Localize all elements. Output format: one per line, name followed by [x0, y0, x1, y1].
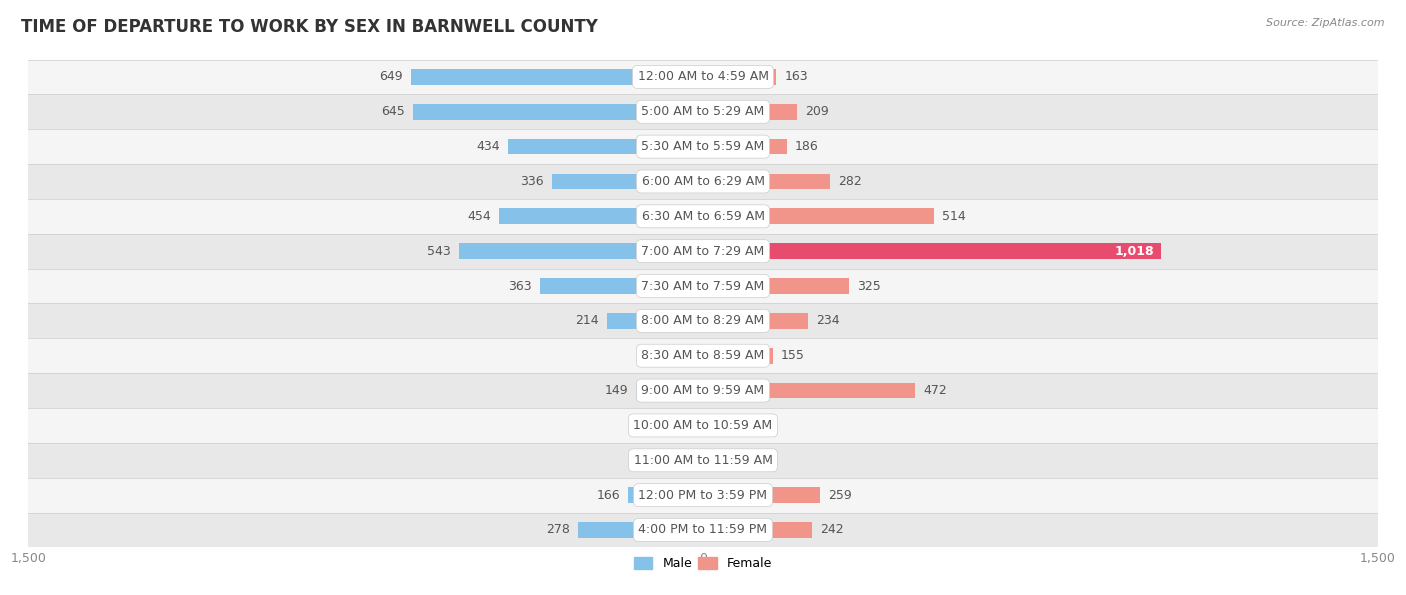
Bar [703, 313, 808, 328]
Text: 242: 242 [820, 524, 844, 537]
Bar [703, 278, 849, 294]
Text: 209: 209 [806, 105, 830, 118]
Text: 454: 454 [467, 210, 491, 223]
Bar [551, 174, 703, 189]
Bar [499, 208, 703, 224]
Text: 149: 149 [605, 384, 628, 397]
Text: 8:30 AM to 8:59 AM: 8:30 AM to 8:59 AM [641, 349, 765, 362]
Bar [686, 348, 703, 364]
Legend: Male, Female: Male, Female [628, 552, 778, 575]
Bar [28, 478, 1378, 512]
Text: 7:00 AM to 7:29 AM: 7:00 AM to 7:29 AM [641, 245, 765, 258]
Text: 163: 163 [785, 70, 808, 83]
Bar [703, 174, 830, 189]
Text: 434: 434 [477, 140, 499, 153]
Text: 325: 325 [858, 280, 882, 293]
Text: 645: 645 [381, 105, 405, 118]
Text: TIME OF DEPARTURE TO WORK BY SEX IN BARNWELL COUNTY: TIME OF DEPARTURE TO WORK BY SEX IN BARN… [21, 18, 598, 36]
Text: 6:00 AM to 6:29 AM: 6:00 AM to 6:29 AM [641, 175, 765, 188]
Text: Source: ZipAtlas.com: Source: ZipAtlas.com [1267, 18, 1385, 28]
Text: 38: 38 [728, 419, 744, 432]
Text: 26: 26 [723, 454, 738, 466]
Text: 336: 336 [520, 175, 544, 188]
Text: 12:00 AM to 4:59 AM: 12:00 AM to 4:59 AM [637, 70, 769, 83]
Text: 92: 92 [638, 454, 654, 466]
Bar [703, 487, 820, 503]
Text: 12:00 PM to 3:59 PM: 12:00 PM to 3:59 PM [638, 488, 768, 502]
Text: 214: 214 [575, 314, 599, 327]
Text: 166: 166 [596, 488, 620, 502]
Bar [28, 339, 1378, 373]
Text: 155: 155 [780, 349, 804, 362]
Bar [28, 199, 1378, 234]
Bar [28, 373, 1378, 408]
Text: 1,018: 1,018 [1115, 245, 1154, 258]
Bar [703, 243, 1161, 259]
Bar [636, 383, 703, 399]
Bar [690, 418, 703, 433]
Bar [28, 234, 1378, 268]
Bar [703, 348, 773, 364]
Text: 543: 543 [427, 245, 450, 258]
Bar [703, 69, 776, 84]
Bar [458, 243, 703, 259]
Bar [703, 104, 797, 120]
Bar [28, 268, 1378, 303]
Bar [413, 104, 703, 120]
Bar [28, 303, 1378, 339]
Bar [28, 443, 1378, 478]
Bar [662, 452, 703, 468]
Text: 234: 234 [817, 314, 839, 327]
Text: 6:30 AM to 6:59 AM: 6:30 AM to 6:59 AM [641, 210, 765, 223]
Bar [28, 129, 1378, 164]
Text: 363: 363 [508, 280, 531, 293]
Bar [578, 522, 703, 538]
Text: 472: 472 [924, 384, 948, 397]
Text: 27: 27 [666, 419, 683, 432]
Text: 649: 649 [380, 70, 404, 83]
Bar [703, 208, 934, 224]
Text: 7:30 AM to 7:59 AM: 7:30 AM to 7:59 AM [641, 280, 765, 293]
Bar [28, 512, 1378, 547]
Text: 278: 278 [546, 524, 569, 537]
Text: 11:00 AM to 11:59 AM: 11:00 AM to 11:59 AM [634, 454, 772, 466]
Bar [540, 278, 703, 294]
Text: 10:00 AM to 10:59 AM: 10:00 AM to 10:59 AM [634, 419, 772, 432]
Bar [508, 139, 703, 155]
Bar [628, 487, 703, 503]
Bar [607, 313, 703, 328]
Text: 514: 514 [942, 210, 966, 223]
Text: 186: 186 [794, 140, 818, 153]
Bar [703, 383, 915, 399]
Text: 5:30 AM to 5:59 AM: 5:30 AM to 5:59 AM [641, 140, 765, 153]
Text: 36: 36 [664, 349, 679, 362]
Bar [28, 408, 1378, 443]
Bar [28, 95, 1378, 129]
Bar [28, 164, 1378, 199]
Text: 9:00 AM to 9:59 AM: 9:00 AM to 9:59 AM [641, 384, 765, 397]
Bar [28, 60, 1378, 95]
Text: 4:00 PM to 11:59 PM: 4:00 PM to 11:59 PM [638, 524, 768, 537]
Text: 8:00 AM to 8:29 AM: 8:00 AM to 8:29 AM [641, 314, 765, 327]
Bar [411, 69, 703, 84]
Text: 5:00 AM to 5:29 AM: 5:00 AM to 5:29 AM [641, 105, 765, 118]
Text: 282: 282 [838, 175, 862, 188]
Bar [703, 452, 714, 468]
Text: 259: 259 [828, 488, 852, 502]
Bar [703, 522, 811, 538]
Bar [703, 139, 787, 155]
Bar [703, 418, 720, 433]
